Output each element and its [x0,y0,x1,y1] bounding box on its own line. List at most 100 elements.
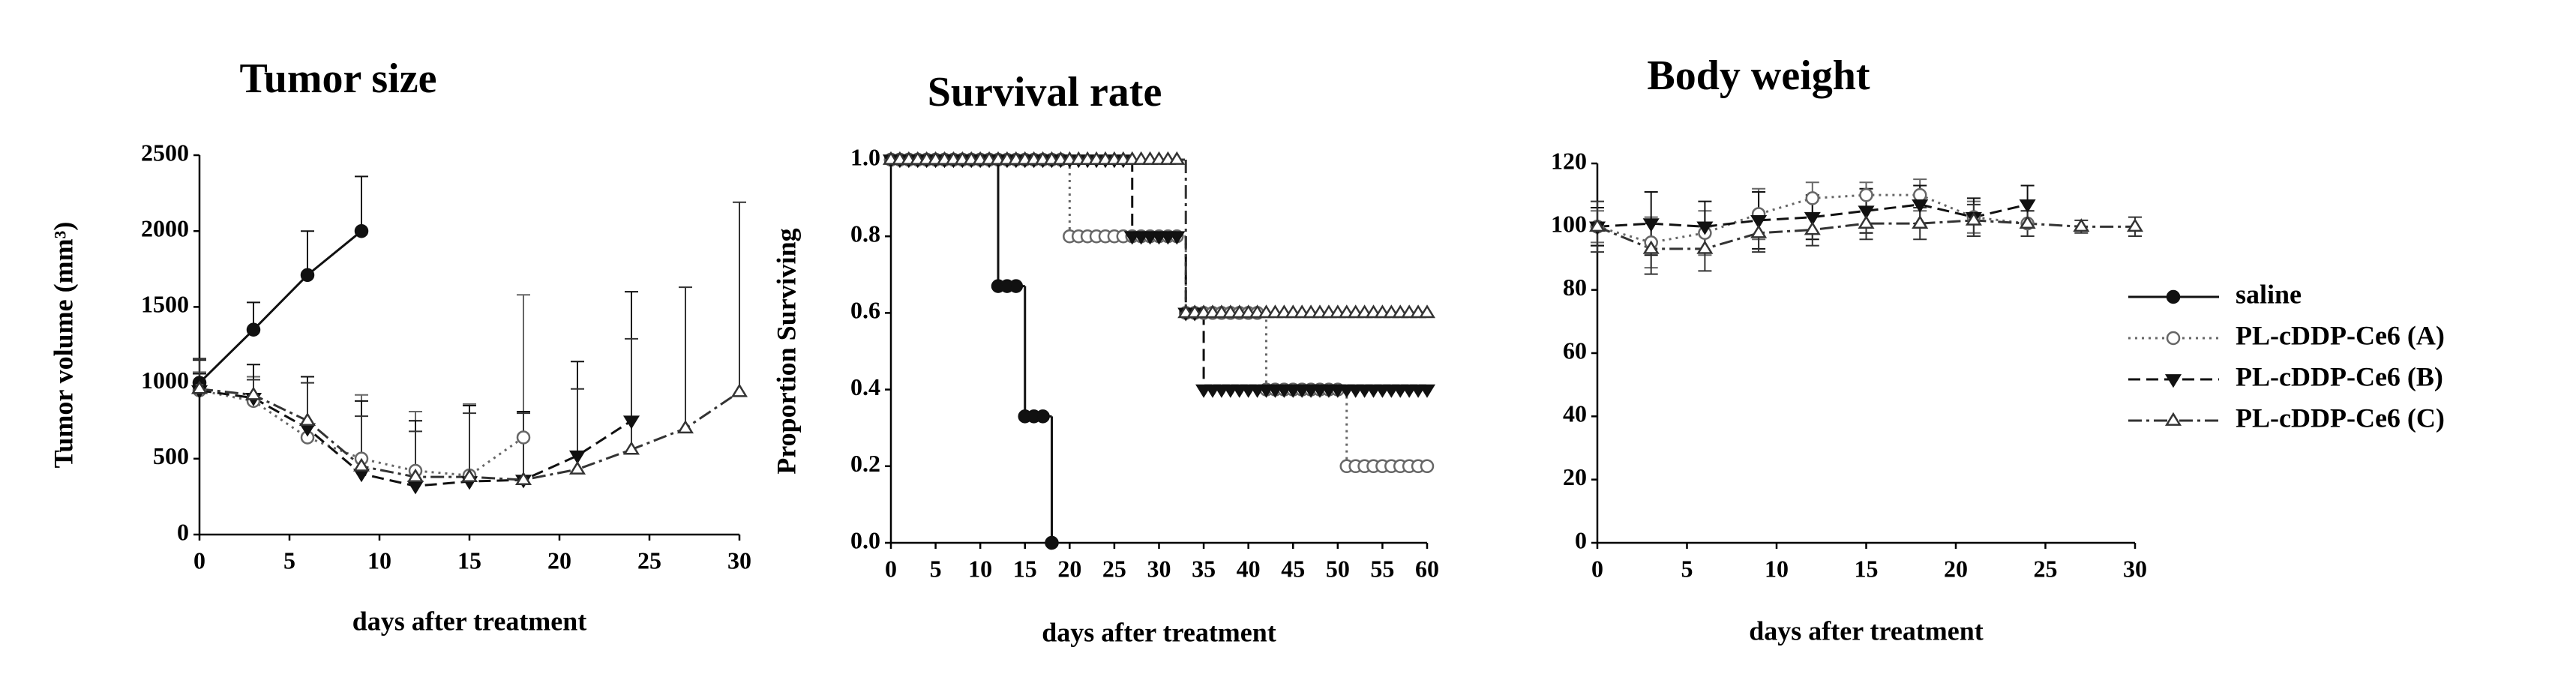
marker [1696,240,1714,254]
legend-label: PL-cDDP-Ce6 (C) [2236,403,2445,433]
x-tick-label: 20 [1944,555,1968,582]
x-tick-label: 50 [1326,555,1350,582]
x-tick-label: 25 [637,547,661,574]
marker [1912,214,1929,229]
y-tick-label: 2500 [141,139,189,166]
legend-label: PL-cDDP-Ce6 (B) [2236,361,2443,391]
x-tick-label: 30 [727,547,751,574]
x-tick-label: 5 [283,547,295,574]
marker [190,380,208,394]
y-tick-label: 500 [153,442,189,469]
x-tick-label: 55 [1370,555,1394,582]
marker [1168,231,1186,245]
x-tick-label: 10 [367,547,391,574]
series-line [198,230,362,384]
x-axis-label: days after treatment [352,606,587,636]
y-tick-label: 20 [1563,463,1587,490]
x-tick-label: 10 [1765,555,1789,582]
marker [352,457,370,472]
y-tick-label: 0.0 [850,526,880,553]
marker [1805,191,1820,205]
marker [1036,409,1050,424]
legend-marker [2166,331,2181,346]
x-tick-label: 30 [2123,555,2147,582]
marker [1750,224,1768,238]
error-bar [301,230,314,275]
marker [622,415,640,430]
x-tick-label: 5 [1681,555,1693,582]
marker [1168,151,1186,165]
y-tick-label: 1500 [141,291,189,318]
error-bar [463,412,476,478]
x-tick-label: 0 [885,555,897,582]
x-tick-label: 0 [1591,555,1603,582]
y-axis-label: Tumor volume (mm³) [48,222,78,469]
x-tick-label: 45 [1281,555,1305,582]
marker [1642,218,1660,232]
legend-marker [2166,289,2181,304]
x-tick-label: 60 [1415,555,1439,582]
x-tick-label: 25 [1102,555,1126,582]
chart-panel: Body weight days after treatment 0 20 40 60 80… [1551,52,2445,646]
x-tick-label: 20 [1057,555,1081,582]
error-bar [355,175,368,232]
legend-label: PL-cDDP-Ce6 (A) [2236,320,2445,350]
marker [244,386,262,400]
marker [2073,218,2090,232]
marker [246,322,261,337]
marker [1912,199,1929,214]
chart-title: Tumor size [240,55,437,102]
x-tick-label: 35 [1192,555,1216,582]
error-bar [733,201,746,392]
chart-title: Body weight [1647,52,1870,99]
x-tick-label: 0 [193,547,205,574]
x-tick-label: 15 [1013,555,1037,582]
y-tick-label: 120 [1551,147,1587,174]
chart-title: Survival rate [928,69,1162,115]
marker [1696,221,1714,235]
marker [300,268,315,283]
marker [1912,187,1927,202]
y-tick-label: 0 [1575,526,1587,553]
x-tick-label: 30 [1147,555,1171,582]
y-tick-label: 80 [1563,274,1587,301]
x-tick-label: 20 [547,547,571,574]
marker [1009,279,1024,293]
marker [2019,199,2036,214]
marker [1965,211,1982,226]
marker [1858,214,1875,229]
marker [1804,221,1821,235]
marker [568,460,586,475]
marker [460,468,478,482]
error-bar [625,337,638,450]
marker [1418,304,1436,319]
x-tick-label: 40 [1237,555,1261,582]
marker [568,450,586,464]
y-tick-label: 2000 [141,215,189,242]
marker [1858,205,1875,220]
marker [622,441,640,455]
y-tick-label: 0 [177,518,189,545]
marker [730,383,748,397]
marker [1642,240,1660,254]
error-bar [517,412,530,481]
error-bar [679,286,692,429]
y-tick-label: 60 [1563,337,1587,364]
marker [1804,211,1821,226]
marker [1045,535,1059,550]
marker [2126,218,2144,232]
marker [354,223,369,238]
x-tick-label: 5 [930,555,942,582]
marker [676,420,694,434]
legend-marker [2164,374,2182,388]
x-tick-label: 15 [1855,555,1879,582]
y-tick-label: 1000 [141,367,189,394]
y-tick-label: 100 [1551,211,1587,238]
x-axis-label: days after treatment [1749,616,1984,646]
y-tick-label: 0.2 [850,450,880,477]
marker [1588,218,1606,232]
y-tick-label: 0.6 [850,297,880,324]
legend-marker [2164,412,2182,426]
